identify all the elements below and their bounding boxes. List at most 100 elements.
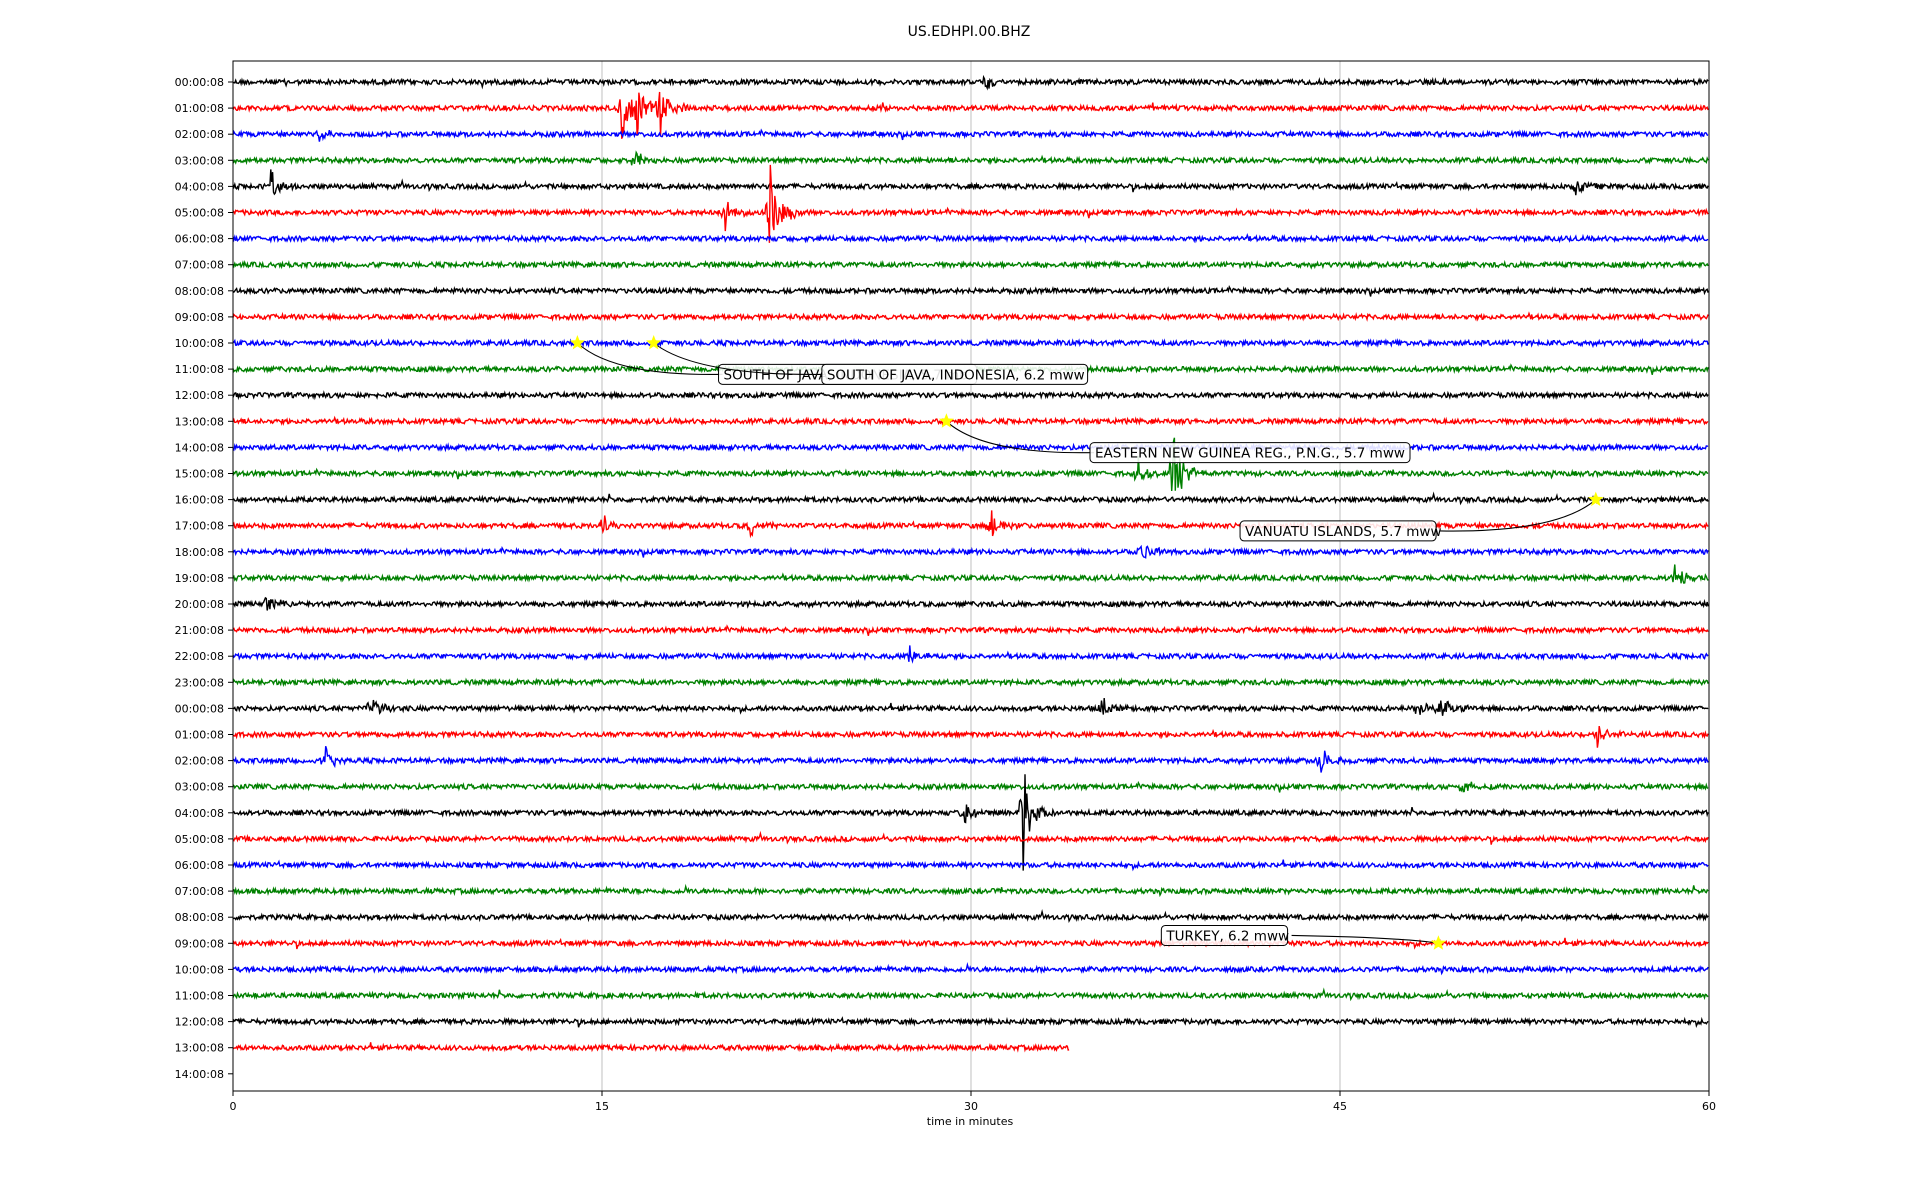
trace-row — [232, 150, 1709, 166]
y-tick-label: 11:00:08 — [175, 990, 224, 1003]
event-star-icon — [1430, 935, 1446, 950]
annotation-connector — [653, 342, 826, 375]
y-tick-label: 06:00:08 — [175, 233, 224, 246]
y-tick-label: 13:00:08 — [175, 415, 224, 428]
trace-row — [232, 987, 1709, 1002]
trace-row — [232, 624, 1709, 636]
trace-row — [232, 284, 1709, 297]
trace-row — [232, 937, 1709, 950]
event-star-icon — [646, 335, 662, 350]
y-tick-label: 13:00:08 — [175, 1042, 224, 1055]
trace-row — [232, 859, 1709, 872]
y-tick-label: 11:00:08 — [175, 363, 224, 376]
y-tick-label: 21:00:08 — [175, 624, 224, 637]
y-tick-label: 17:00:08 — [175, 520, 224, 533]
annotation-connector — [946, 420, 1095, 454]
y-tick-label: 18:00:08 — [175, 546, 224, 559]
trace-row — [232, 883, 1709, 898]
x-tick-label-45: 45 — [1333, 1100, 1347, 1113]
trace-row — [232, 510, 1709, 539]
event-star-icon — [1588, 491, 1604, 507]
y-tick-label: 04:00:08 — [175, 807, 224, 820]
y-tick-label: 12:00:08 — [175, 1016, 224, 1029]
x-tick-label-30: 30 — [964, 1100, 978, 1113]
trace-row — [232, 544, 1709, 559]
trace-row — [232, 909, 1709, 923]
trace-row — [232, 259, 1709, 270]
y-tick-label: 04:00:08 — [175, 180, 224, 193]
trace-row — [232, 962, 1709, 976]
trace-row — [232, 564, 1709, 584]
x-ticks: 0 15 30 45 60 — [230, 1091, 1716, 1113]
trace-row — [232, 232, 1709, 244]
y-tick-label: 07:00:08 — [175, 885, 224, 898]
y-tick-labels: 00:00:08 01:00:08 02:00:08 03:00:08 04:00:08… — [175, 76, 233, 1081]
y-tick-label: 05:00:08 — [175, 833, 224, 846]
trace-row — [232, 169, 1709, 196]
y-tick-label: 14:00:08 — [175, 1068, 224, 1081]
y-tick-label: 00:00:08 — [175, 76, 224, 89]
y-tick-label: 05:00:08 — [175, 207, 224, 220]
y-tick-label: 03:00:08 — [175, 781, 224, 794]
y-tick-label: 01:00:08 — [175, 102, 224, 115]
trace-row — [232, 415, 1709, 427]
y-tick-label: 08:00:08 — [175, 285, 224, 298]
y-tick-label: 22:00:08 — [175, 650, 224, 663]
x-tick-label-60: 60 — [1702, 1100, 1716, 1113]
annotation-label: VANUATU ISLANDS, 5.7 mww — [1245, 524, 1441, 540]
trace-row — [232, 91, 1709, 139]
y-tick-label: 02:00:08 — [175, 128, 224, 141]
trace-row — [232, 1016, 1709, 1028]
trace-row — [232, 337, 1709, 349]
trace-row — [232, 164, 1709, 243]
annotation-label: EASTERN NEW GUINEA REG., P.N.G., 5.7 mww — [1095, 446, 1405, 462]
trace-row — [232, 830, 1709, 845]
trace-row — [232, 1042, 1070, 1053]
y-tick-label: 00:00:08 — [175, 702, 224, 715]
annotation-box — [821, 363, 1089, 385]
x-axis-label: time in minutes — [927, 1115, 1014, 1128]
event-star-icon — [938, 413, 954, 428]
y-tick-label: 10:00:08 — [175, 963, 224, 976]
annotation-connector — [577, 342, 723, 375]
y-tick-label: 07:00:08 — [175, 259, 224, 272]
plot-frame — [232, 60, 1710, 1092]
trace-row — [232, 697, 1709, 716]
trace-row — [232, 442, 1709, 453]
y-tick-label: 15:00:08 — [175, 468, 224, 481]
annotation-label: SOUTH OF JAVA, INDONESIA, 6.2 mww — [827, 367, 1085, 383]
y-tick-label: 14:00:08 — [175, 441, 224, 454]
trace-row — [232, 74, 1709, 91]
y-tick-label: 09:00:08 — [175, 311, 224, 324]
x-tick-label-15: 15 — [595, 1100, 609, 1113]
y-tick-label: 12:00:08 — [175, 389, 224, 402]
y-tick-label: 01:00:08 — [175, 729, 224, 742]
annotation-connector — [1440, 499, 1597, 532]
annotation-label: TURKEY, 6.2 mww — [1165, 928, 1289, 944]
y-tick-label: 06:00:08 — [175, 859, 224, 872]
y-tick-label: 02:00:08 — [175, 755, 224, 768]
annotation-box — [1160, 924, 1289, 946]
trace-row — [232, 491, 1709, 506]
trace-row — [232, 774, 1709, 871]
y-tick-label: 16:00:08 — [175, 494, 224, 507]
y-tick-label: 19:00:08 — [175, 572, 224, 585]
trace-row — [233, 725, 1709, 748]
x-tick-label-0: 0 — [230, 1100, 237, 1113]
y-tick-label: 08:00:08 — [175, 911, 224, 924]
trace-row — [232, 437, 1709, 492]
trace-row — [232, 596, 1709, 611]
y-tick-label: 03:00:08 — [175, 154, 224, 167]
trace-row — [232, 390, 1709, 401]
annotation-box — [1239, 520, 1437, 542]
chart-title: US.EDHPI.00.BHZ — [908, 24, 1031, 40]
trace-row — [232, 311, 1709, 322]
y-tick-label: 23:00:08 — [175, 676, 224, 689]
y-tick-label: 20:00:08 — [175, 598, 224, 611]
annotation-box — [1089, 442, 1411, 464]
trace-row — [232, 645, 1709, 664]
y-tick-label: 10:00:08 — [175, 337, 224, 350]
trace-row — [232, 745, 1709, 773]
trace-row — [232, 780, 1709, 793]
